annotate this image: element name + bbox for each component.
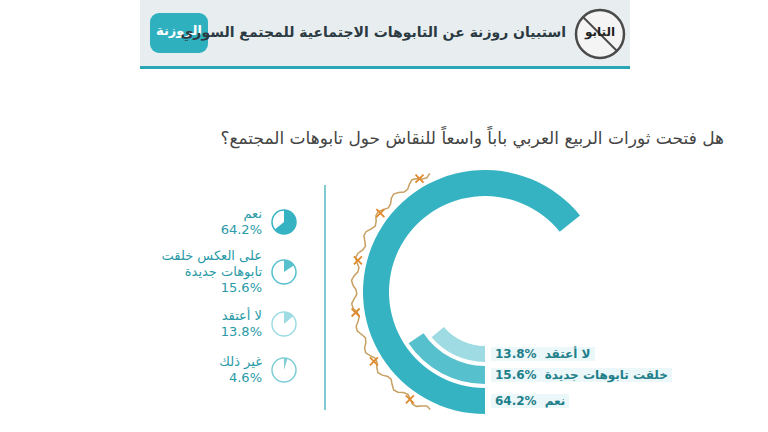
ring-bar	[432, 327, 485, 362]
legend-value: 15.6%	[137, 280, 262, 296]
legend-label: غير ذلك	[137, 354, 262, 370]
legend-value: 4.6%	[137, 370, 262, 386]
header-band	[140, 0, 630, 66]
legend-label: لا أعتقد	[137, 308, 262, 324]
legend-icon	[272, 312, 296, 336]
ring-label: نعم 64.2%	[491, 394, 569, 408]
legend-icon	[272, 260, 296, 284]
legend-wedge	[284, 260, 294, 272]
header-rule	[140, 66, 630, 69]
wire-knot	[406, 395, 414, 403]
legend-entry: لا أعتقد13.8%	[137, 308, 262, 340]
ring-name: نعم	[545, 394, 566, 408]
ring-name: لا أعتقد	[545, 347, 591, 361]
wire-knot	[370, 357, 378, 365]
legend-label: على العكس خلقت تابوهات جديدة	[137, 248, 262, 280]
ring-value: 64.2%	[495, 394, 537, 408]
legend-wedge	[284, 358, 287, 370]
logo-circle	[576, 10, 624, 58]
header-title: استبيان روزنة عن التابوهات الاجتماعية لل…	[180, 24, 566, 40]
legend-label: نعم	[137, 206, 262, 222]
legend-wedge	[275, 210, 296, 234]
wire-knot	[354, 256, 362, 264]
wire-knot	[416, 175, 424, 183]
logo-label: التابو	[576, 25, 624, 39]
legend-icon	[272, 210, 296, 234]
legend-icon	[272, 358, 296, 382]
ring-label: لا أعتقد 13.8%	[491, 347, 595, 361]
legend-entry: نعم64.2%	[137, 206, 262, 238]
ring-value: 15.6%	[495, 368, 537, 382]
chart-title: هل فتحت ثورات الربيع العربي باباً واسعاً…	[220, 128, 724, 148]
legend-entry: على العكس خلقت تابوهات جديدة15.6%	[137, 248, 262, 296]
wire-knot	[376, 209, 384, 217]
wire-knot	[352, 308, 360, 316]
legend-value: 13.8%	[137, 324, 262, 340]
stage: الروزنةالتابواستبيان روزنة عن التابوهات …	[0, 0, 768, 432]
ring-name: خلقت تابوهات جديدة	[545, 368, 668, 382]
legend-wedge	[284, 312, 293, 324]
ring-label: خلقت تابوهات جديدة 15.6%	[491, 368, 672, 382]
ring-value: 13.8%	[495, 347, 537, 361]
legend-entry: غير ذلك4.6%	[137, 354, 262, 386]
divider	[324, 185, 325, 410]
legend-value: 64.2%	[137, 222, 262, 238]
